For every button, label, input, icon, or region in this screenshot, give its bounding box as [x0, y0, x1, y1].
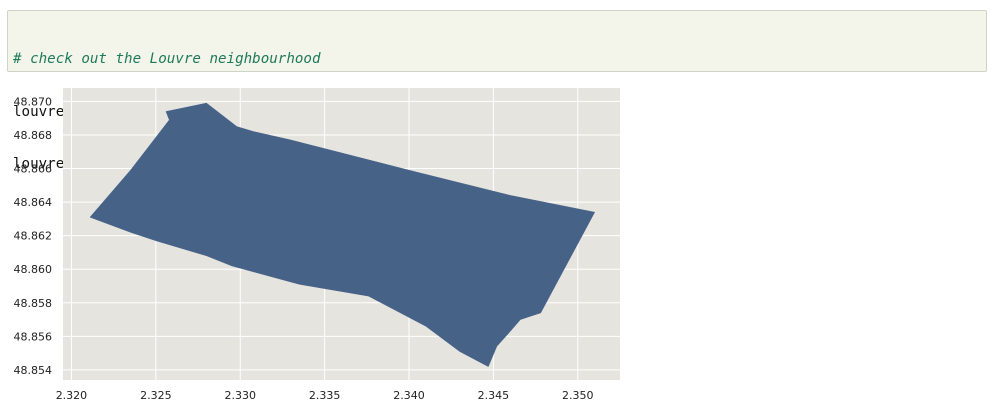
louvre-polygon [89, 102, 596, 367]
y-tick-label: 48.866 [14, 163, 53, 176]
code-line-1: # check out the Louvre neighbourhood [13, 51, 986, 69]
code-comment: # check out the Louvre neighbourhood [13, 51, 321, 67]
y-tick-label: 48.858 [14, 297, 53, 310]
code-token-var: louvre [13, 103, 65, 120]
y-tick-label: 48.856 [14, 330, 53, 343]
y-tick-label: 48.860 [14, 263, 53, 276]
x-tick-label: 2.350 [562, 389, 594, 402]
y-tick-label: 48.862 [14, 230, 53, 243]
x-tick-label: 2.325 [140, 389, 172, 402]
y-tick-label: 48.868 [14, 129, 53, 142]
plot-output: 2.320 2.325 2.330 2.335 2.340 2.345 2.350 48.85… [0, 76, 999, 412]
x-tick-label: 2.345 [478, 389, 510, 402]
x-tick-label: 2.320 [56, 389, 88, 402]
y-tick-label: 48.854 [14, 364, 53, 377]
code-cell[interactable]: # check out the Louvre neighbourhood lou… [7, 10, 987, 172]
x-tick-label: 2.335 [309, 389, 341, 402]
x-tick-label: 2.340 [393, 389, 425, 402]
y-tick-label: 48.870 [14, 95, 53, 108]
polygon-plot: 2.320 2.325 2.330 2.335 2.340 2.345 2.350 48.85… [14, 88, 620, 402]
x-tick-label: 2.330 [224, 389, 256, 402]
y-tick-label: 48.864 [14, 196, 53, 209]
